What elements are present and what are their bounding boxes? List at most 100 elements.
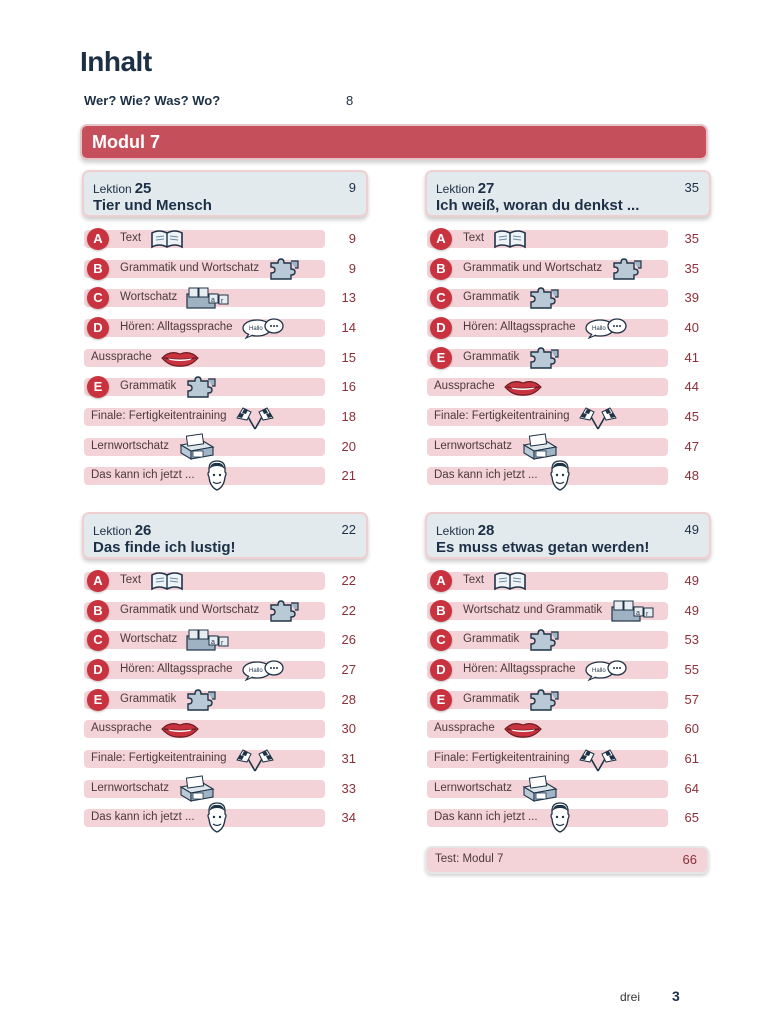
section-label: Grammatik (463, 633, 520, 645)
section-label: Lernwortschatz (434, 440, 512, 452)
footer-page-word: drei (620, 990, 641, 1004)
section-label: Hören: Alltagssprache (120, 321, 233, 333)
section-entry-finale-fertigkeitentraining[interactable]: Finale: Fertigkeitentraining 31 (82, 749, 382, 772)
section-letter-badge: A (87, 228, 109, 250)
section-label: Aussprache (434, 380, 495, 392)
section-bar (84, 572, 325, 590)
section-letter-badge: E (87, 689, 109, 711)
lesson-word: Lektion (436, 524, 475, 538)
section-entry-aussprache[interactable]: Aussprache 30 (82, 719, 382, 739)
lesson-title: Das finde ich lustig! (93, 539, 236, 556)
checkered-flags-icon (235, 404, 275, 435)
section-entry-grammatik[interactable]: C Grammatik 39 (425, 287, 725, 309)
puzzle-icon (527, 286, 561, 315)
section-entry-hören-alltagssprache[interactable]: D Hören: Alltagssprache Hallo 40 (425, 317, 725, 340)
section-entry-grammatik[interactable]: E Grammatik 28 (82, 689, 382, 711)
section-page: 28 (341, 692, 356, 707)
svg-text:Hallo: Hallo (592, 668, 606, 674)
section-entry-hören-alltagssprache[interactable]: D Hören: Alltagssprache Hallo 55 (425, 659, 725, 682)
section-entry-lernwortschatz[interactable]: Lernwortschatz 47 (425, 433, 725, 460)
section-page: 33 (341, 781, 356, 796)
section-entry-grammatik-und-wortschatz[interactable]: B Grammatik und Wortschatz 22 (82, 600, 382, 622)
section-page: 13 (341, 290, 356, 305)
section-label: Das kann ich jetzt ... (91, 469, 195, 481)
lesson-header[interactable]: Lektion 28 49 Es muss etwas getan werden! (425, 512, 711, 559)
puzzle-icon (267, 599, 301, 628)
section-entry-text[interactable]: A Text 49 (425, 570, 725, 592)
section-entry-hören-alltagssprache[interactable]: D Hören: Alltagssprache Hallo 27 (82, 659, 382, 682)
lesson-header[interactable]: Lektion 25 9 Tier und Mensch (82, 170, 368, 217)
section-entry-das-kann-ich-jetzt[interactable]: Das kann ich jetzt ... 34 (82, 802, 382, 833)
section-entry-grammatik-und-wortschatz[interactable]: B Grammatik und Wortschatz 9 (82, 258, 382, 280)
section-page: 35 (684, 261, 699, 276)
intro-entry-label[interactable]: Wer? Wie? Was? Wo? (84, 93, 221, 108)
section-letter-badge: A (87, 570, 109, 592)
section-entry-finale-fertigkeitentraining[interactable]: Finale: Fertigkeitentraining 45 (425, 407, 725, 430)
card-box-icon (520, 775, 560, 808)
section-entry-aussprache[interactable]: Aussprache 60 (425, 719, 725, 739)
section-page: 40 (684, 320, 699, 335)
section-label: Grammatik und Wortschatz (120, 262, 260, 274)
test-entry[interactable]: Test: Modul 7 66 (425, 846, 709, 874)
section-entry-lernwortschatz[interactable]: Lernwortschatz 20 (82, 433, 382, 460)
section-entry-wortschatz[interactable]: C Wortschatz a r 26 (82, 629, 382, 651)
section-entry-lernwortschatz[interactable]: Lernwortschatz 33 (82, 775, 382, 802)
face-icon (546, 459, 574, 498)
section-entry-grammatik[interactable]: E Grammatik 57 (425, 689, 725, 711)
section-label: Hören: Alltagssprache (463, 663, 576, 675)
section-label: Grammatik (463, 351, 520, 363)
lesson-label: Lektion 28 (436, 522, 494, 539)
section-entry-das-kann-ich-jetzt[interactable]: Das kann ich jetzt ... 65 (425, 802, 725, 833)
section-page: 64 (684, 781, 699, 796)
book-icon (149, 570, 185, 597)
section-entry-finale-fertigkeitentraining[interactable]: Finale: Fertigkeitentraining 18 (82, 407, 382, 430)
section-entry-aussprache[interactable]: Aussprache 44 (425, 377, 725, 397)
section-label: Grammatik (120, 693, 177, 705)
section-page: 9 (348, 261, 356, 276)
section-bar (427, 720, 668, 738)
card-box-icon (520, 433, 560, 466)
section-letter-badge: D (430, 317, 452, 339)
lesson-header[interactable]: Lektion 26 22 Das finde ich lustig! (82, 512, 368, 559)
card-box-icon (177, 775, 217, 808)
section-entry-grammatik-und-wortschatz[interactable]: B Grammatik und Wortschatz 35 (425, 258, 725, 280)
lesson-header[interactable]: Lektion 27 35 Ich weiß, woran du denkst ... (425, 170, 711, 217)
section-entry-grammatik[interactable]: E Grammatik 41 (425, 347, 725, 369)
section-entry-finale-fertigkeitentraining[interactable]: Finale: Fertigkeitentraining 61 (425, 749, 725, 772)
svg-text:Hallo: Hallo (249, 668, 263, 674)
svg-text:r: r (221, 298, 224, 305)
section-entry-grammatik[interactable]: E Grammatik 16 (82, 376, 382, 398)
section-bar (427, 260, 668, 278)
section-entry-text[interactable]: A Text 35 (425, 228, 725, 250)
svg-text:r: r (221, 640, 224, 647)
section-entry-das-kann-ich-jetzt[interactable]: Das kann ich jetzt ... 21 (82, 460, 382, 491)
section-entry-aussprache[interactable]: Aussprache 15 (82, 348, 382, 368)
section-label: Aussprache (434, 722, 495, 734)
section-page: 16 (341, 379, 356, 394)
book-icon (492, 228, 528, 255)
section-entry-wortschatz[interactable]: C Wortschatz a r 13 (82, 287, 382, 309)
section-page: 44 (684, 379, 699, 394)
section-label: Lernwortschatz (434, 782, 512, 794)
section-letter-badge: E (430, 689, 452, 711)
section-page: 9 (348, 231, 356, 246)
section-entry-hören-alltagssprache[interactable]: D Hören: Alltagssprache Hallo 14 (82, 317, 382, 340)
lesson-25: Lektion 25 9 Tier und Mensch A Text 9 B Grammati… (82, 170, 382, 491)
lips-icon (160, 348, 200, 373)
face-icon (546, 801, 574, 840)
section-page: 26 (341, 632, 356, 647)
section-entry-das-kann-ich-jetzt[interactable]: Das kann ich jetzt ... 48 (425, 460, 725, 491)
section-entry-lernwortschatz[interactable]: Lernwortschatz 64 (425, 775, 725, 802)
svg-text:a: a (636, 610, 640, 617)
section-entry-wortschatz-und-grammatik[interactable]: B Wortschatz und Grammatik a r 49 (425, 600, 725, 622)
section-bar (84, 467, 325, 485)
section-entry-grammatik[interactable]: C Grammatik 53 (425, 629, 725, 651)
section-letter-badge: D (87, 659, 109, 681)
lips-icon (160, 719, 200, 744)
lesson-label: Lektion 27 (436, 180, 494, 197)
section-letter-badge: E (430, 347, 452, 369)
section-page: 61 (684, 751, 699, 766)
section-entry-text[interactable]: A Text 9 (82, 228, 382, 250)
section-entry-text[interactable]: A Text 22 (82, 570, 382, 592)
